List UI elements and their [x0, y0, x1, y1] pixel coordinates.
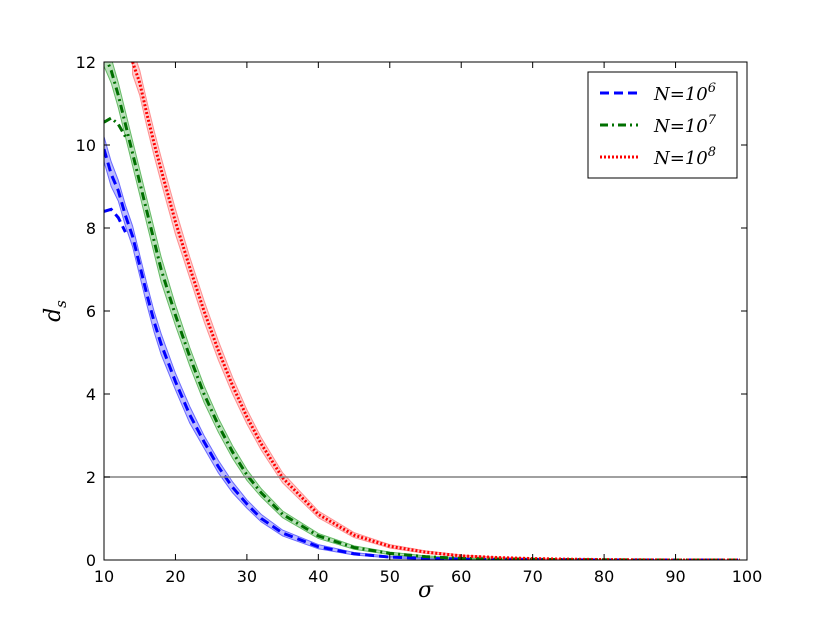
legend-label-6: N=106 — [653, 81, 716, 105]
y-tick-label: 12 — [76, 53, 96, 72]
series-lines — [104, 62, 740, 560]
y-tick-label: 0 — [86, 551, 96, 570]
band-series-8 — [132, 62, 740, 560]
x-tick-label: 40 — [308, 567, 328, 586]
legend-label-8: N=108 — [653, 145, 716, 169]
x-tick-label: 100 — [732, 567, 763, 586]
band-series-6 — [104, 136, 740, 560]
line-series-8 — [131, 62, 740, 560]
y-tick-label: 4 — [86, 385, 96, 404]
x-tick-label: 90 — [665, 567, 685, 586]
line-branch-series-7 — [104, 116, 127, 138]
y-axis-label: ds — [41, 300, 70, 322]
x-tick-label: 10 — [94, 567, 114, 586]
line-series-7 — [105, 62, 740, 560]
y-tick-label: 8 — [86, 219, 96, 238]
legend: N=106 N=107 N=108 — [587, 71, 738, 179]
x-tick-label: 30 — [237, 567, 257, 586]
legend-label-7: N=107 — [653, 113, 717, 137]
x-axis-label: σ — [418, 578, 434, 603]
y-tick-label: 2 — [86, 468, 96, 487]
band-series-7 — [104, 62, 740, 560]
y-tick-label: 6 — [86, 302, 96, 321]
x-tick-label: 20 — [165, 567, 185, 586]
confidence-bands — [104, 62, 740, 560]
line-branch-series-6 — [104, 207, 127, 233]
x-tick-label: 60 — [451, 567, 471, 586]
y-tick-label: 10 — [76, 136, 96, 155]
x-tick-label: 70 — [522, 567, 542, 586]
line-series-6 — [104, 148, 740, 560]
x-tick-label: 80 — [594, 567, 614, 586]
axis-ticks: 10 20 30 40 50 60 70 80 90 100 0 2 4 6 8 10 12 — [76, 53, 763, 586]
x-tick-label: 50 — [380, 567, 400, 586]
